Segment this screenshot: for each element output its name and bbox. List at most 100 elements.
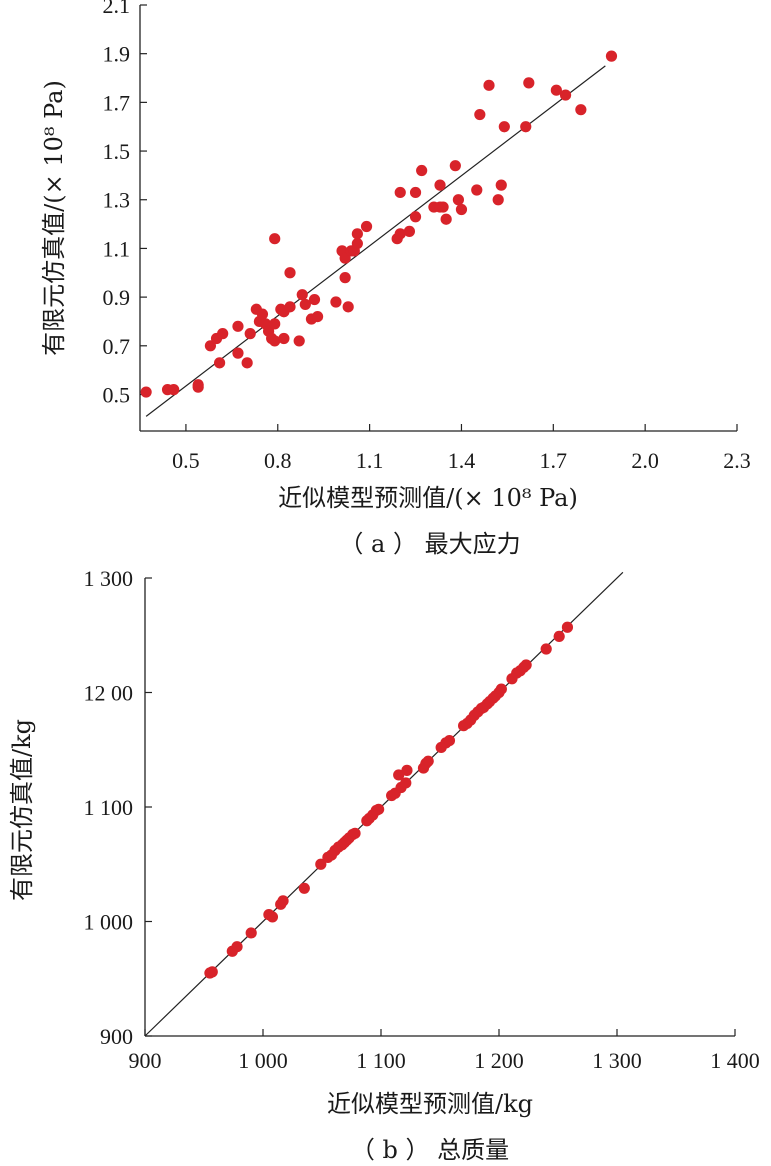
data-point <box>483 79 495 91</box>
data-point <box>308 293 321 306</box>
x-axis-label-a: 近似模型预测值/(× 10⁸ Pa) <box>278 484 578 512</box>
data-point <box>416 164 428 177</box>
chart-b: 900 1 000 1 100 1 200 1 300 1 400 900 1 000 1 1… <box>8 566 760 1164</box>
data-point <box>277 895 289 907</box>
data-point <box>575 104 587 116</box>
data-point <box>495 179 507 191</box>
data-point <box>523 77 535 89</box>
y-axis-label-a: 有限元仿真值/(× 10⁸ Pa) <box>40 80 68 356</box>
data-point <box>351 237 363 250</box>
x-tick-label: 1 200 <box>474 1048 524 1073</box>
data-point <box>373 803 385 815</box>
fit-line-b <box>144 571 624 1037</box>
x-tick-label: 1.1 <box>356 448 384 473</box>
data-point <box>561 621 574 633</box>
data-point <box>409 211 422 223</box>
data-point <box>540 643 552 655</box>
y-tick-label: 900 <box>100 1024 133 1049</box>
data-point <box>293 335 305 347</box>
y-tick-label: 1.3 <box>103 188 131 213</box>
y-tick-label: 1.7 <box>103 90 131 115</box>
data-point <box>245 927 257 939</box>
data-point <box>520 659 532 671</box>
x-tick-label: 0.5 <box>172 448 200 473</box>
y-tick-label: 2.1 <box>103 0 131 18</box>
x-ticks-b: 900 1 000 1 100 1 200 1 300 1 400 <box>129 1029 760 1073</box>
data-point <box>140 386 152 398</box>
y-ticks-b: 900 1 000 1 100 12 00 1 300 <box>84 566 152 1049</box>
data-point <box>231 941 243 953</box>
data-point <box>339 272 351 284</box>
data-point <box>550 84 562 96</box>
data-points-b <box>204 621 574 979</box>
data-point <box>232 347 244 359</box>
x-axis-label-b: 近似模型预测值/kg <box>327 1090 533 1118</box>
data-point <box>206 966 218 978</box>
y-tick-label: 0.9 <box>103 285 131 310</box>
data-point <box>232 320 244 332</box>
data-point <box>394 228 406 240</box>
data-point <box>443 734 456 747</box>
data-point <box>214 357 226 369</box>
data-point <box>192 379 204 391</box>
data-point <box>471 184 483 196</box>
y-axis-label-b: 有限元仿真值/kg <box>8 719 36 901</box>
x-tick-label: 0.8 <box>264 448 292 473</box>
data-point <box>422 755 434 767</box>
data-point <box>351 228 363 240</box>
data-point <box>553 630 565 642</box>
data-point <box>455 203 468 216</box>
data-point <box>269 318 281 330</box>
data-point <box>440 213 452 225</box>
data-point <box>495 683 507 695</box>
x-tick-label: 1.7 <box>540 448 568 473</box>
x-tick-label: 900 <box>129 1048 162 1073</box>
data-point <box>360 220 373 233</box>
data-point <box>278 332 290 345</box>
data-point <box>269 233 281 245</box>
data-point <box>400 777 412 789</box>
y-tick-label: 1.5 <box>103 139 131 164</box>
y-tick-label: 1 100 <box>84 795 134 820</box>
y-ticks-a: 0.5 0.7 0.9 1.1 1.3 1.5 1.7 1.9 2.1 <box>103 0 147 407</box>
x-tick-label: 2.0 <box>631 448 659 473</box>
data-point <box>437 201 449 213</box>
data-point <box>498 121 510 133</box>
data-point <box>315 858 327 870</box>
x-tick-label: 2.3 <box>723 448 751 473</box>
data-point <box>298 882 310 894</box>
data-point <box>266 911 279 923</box>
caption-b: （ b ） 总质量 <box>351 1136 509 1164</box>
data-point <box>241 357 253 369</box>
data-point <box>449 160 461 172</box>
chart-a: 0.5 0.8 1.1 1.4 1.7 2.0 2.3 0.5 0.7 0.9 1.1 1.3 1.5… <box>40 0 751 558</box>
data-point <box>269 335 281 347</box>
data-point <box>452 194 464 206</box>
data-point <box>284 267 296 279</box>
x-tick-label: 1 000 <box>238 1048 288 1073</box>
y-tick-label: 1.1 <box>103 236 131 261</box>
data-point <box>284 301 296 313</box>
data-point <box>409 186 422 199</box>
y-tick-label: 1 300 <box>84 566 134 591</box>
data-point <box>520 121 532 133</box>
y-tick-label: 12 00 <box>84 681 134 706</box>
data-point <box>434 179 446 191</box>
data-point <box>401 764 413 776</box>
data-point <box>492 194 504 206</box>
data-point <box>393 769 405 781</box>
data-point <box>474 108 486 121</box>
data-point <box>311 310 324 323</box>
data-point <box>244 328 256 340</box>
caption-a: （ a ） 最大应力 <box>339 530 520 558</box>
data-point <box>299 298 311 311</box>
data-point <box>403 225 416 237</box>
data-point <box>168 384 180 396</box>
data-point <box>256 308 269 320</box>
data-point <box>217 328 229 340</box>
y-tick-label: 0.7 <box>103 334 131 359</box>
y-tick-label: 1 000 <box>84 910 134 935</box>
y-tick-label: 0.5 <box>103 382 131 407</box>
data-point <box>559 89 572 101</box>
